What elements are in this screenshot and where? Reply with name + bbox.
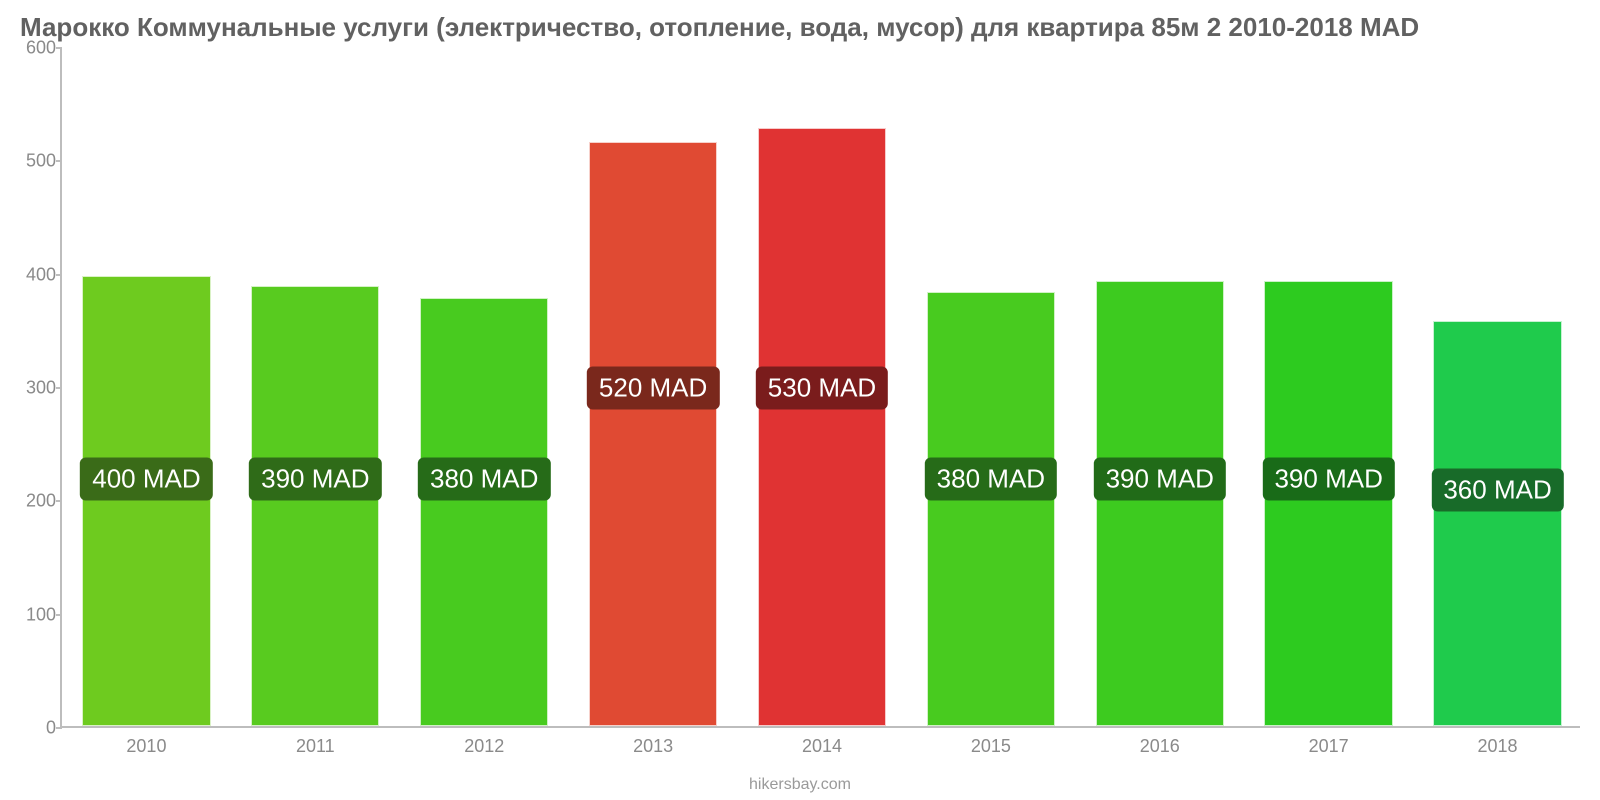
x-tick-label: 2015 bbox=[971, 736, 1011, 757]
y-tick-mark bbox=[56, 614, 62, 616]
bars-layer: 400 MAD 390 MAD 380 MAD 520 MAD 530 MAD 380 M… bbox=[62, 48, 1580, 726]
y-tick-label: 200 bbox=[12, 491, 56, 512]
y-tick-mark bbox=[56, 160, 62, 162]
x-tick-label: 2018 bbox=[1478, 736, 1518, 757]
y-tick-label: 400 bbox=[12, 264, 56, 285]
x-tick-label: 2013 bbox=[633, 736, 673, 757]
bar-value-label: 380 MAD bbox=[925, 457, 1057, 500]
bar bbox=[589, 142, 717, 726]
y-tick-label: 100 bbox=[12, 604, 56, 625]
y-tick-label: 0 bbox=[12, 718, 56, 739]
y-tick-mark bbox=[56, 500, 62, 502]
bar bbox=[1264, 281, 1392, 726]
x-tick-label: 2016 bbox=[1140, 736, 1180, 757]
bar bbox=[758, 128, 886, 726]
bar-value-label: 380 MAD bbox=[418, 457, 550, 500]
bar bbox=[927, 292, 1055, 726]
x-tick-label: 2017 bbox=[1309, 736, 1349, 757]
y-tick-mark bbox=[56, 274, 62, 276]
bar bbox=[1096, 281, 1224, 726]
bar bbox=[1433, 321, 1561, 726]
bar bbox=[420, 298, 548, 726]
x-tick-label: 2012 bbox=[464, 736, 504, 757]
x-tick-label: 2014 bbox=[802, 736, 842, 757]
bar bbox=[251, 286, 379, 726]
chart-container: Марокко Коммунальные услуги (электричест… bbox=[0, 0, 1600, 800]
bar-value-label: 390 MAD bbox=[249, 457, 381, 500]
bar-value-label: 360 MAD bbox=[1431, 469, 1563, 512]
bar bbox=[82, 276, 210, 726]
bar-value-label: 400 MAD bbox=[80, 457, 212, 500]
bar-value-label: 520 MAD bbox=[587, 367, 719, 410]
x-tick-label: 2011 bbox=[296, 736, 335, 757]
x-tick-label: 2010 bbox=[126, 736, 166, 757]
bar-value-label: 530 MAD bbox=[756, 367, 888, 410]
y-tick-mark bbox=[56, 727, 62, 729]
chart-title: Марокко Коммунальные услуги (электричест… bbox=[20, 12, 1419, 43]
bar-value-label: 390 MAD bbox=[1094, 457, 1226, 500]
bar-value-label: 390 MAD bbox=[1262, 457, 1394, 500]
plot-area: 400 MAD 390 MAD 380 MAD 520 MAD 530 MAD 380 M… bbox=[60, 48, 1580, 728]
y-tick-label: 500 bbox=[12, 151, 56, 172]
y-tick-mark bbox=[56, 47, 62, 49]
y-tick-label: 300 bbox=[12, 378, 56, 399]
y-tick-mark bbox=[56, 387, 62, 389]
y-tick-label: 600 bbox=[12, 38, 56, 59]
credit-text: hikersbay.com bbox=[749, 776, 851, 794]
